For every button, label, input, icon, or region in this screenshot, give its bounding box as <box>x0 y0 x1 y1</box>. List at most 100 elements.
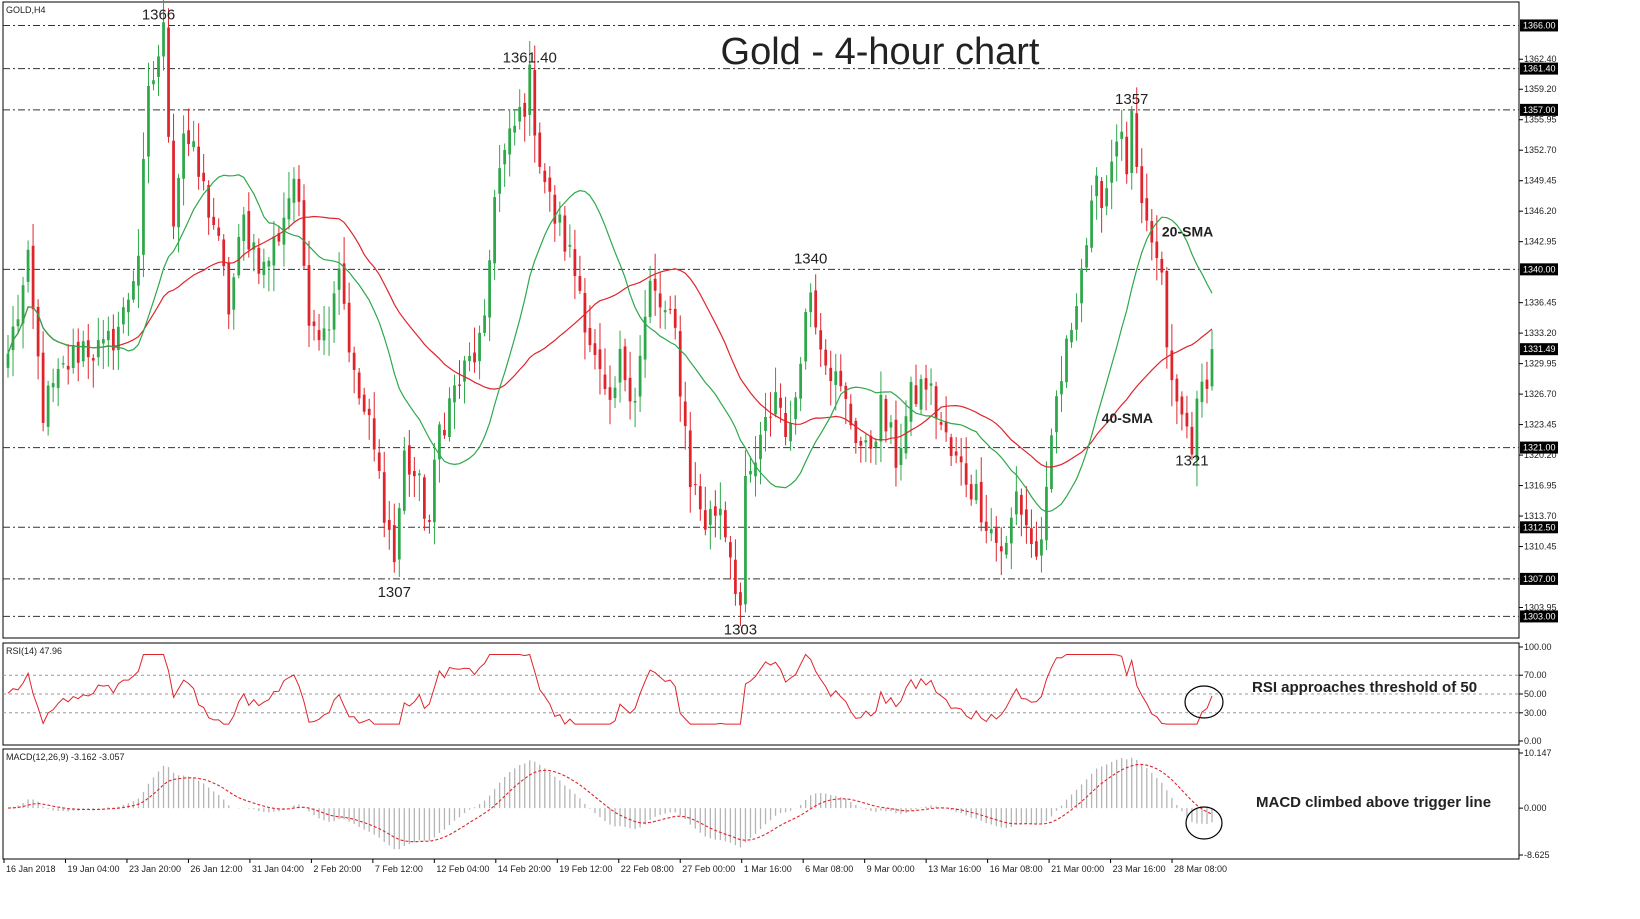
candle <box>407 430 411 497</box>
candle <box>1195 390 1199 487</box>
candle-body <box>503 149 507 165</box>
candle <box>382 451 386 538</box>
candle-body <box>583 293 587 333</box>
candle <box>1130 105 1134 190</box>
price-tick-label: 1362.40 <box>1524 54 1557 64</box>
rsi-tick-label: 50.00 <box>1524 689 1547 699</box>
candle-body <box>51 383 55 388</box>
time-tick-label: 12 Feb 04:00 <box>436 864 489 874</box>
candle <box>1120 109 1124 161</box>
time-tick-label: 7 Feb 12:00 <box>375 864 423 874</box>
candle <box>543 163 547 194</box>
candle <box>593 329 597 370</box>
candle-body <box>713 506 717 516</box>
price-level-tag-box <box>1520 521 1558 534</box>
candle-body <box>21 285 25 324</box>
candle <box>974 469 978 505</box>
candle-body <box>488 260 491 318</box>
candle <box>257 238 261 285</box>
candle <box>287 171 291 230</box>
candle-body <box>197 146 201 177</box>
candle-body <box>638 355 642 397</box>
candle-body <box>362 394 366 412</box>
candle <box>71 328 75 374</box>
candle-body <box>693 484 697 486</box>
candle <box>739 582 742 627</box>
candle <box>939 411 943 431</box>
candle-body <box>944 421 948 433</box>
candle <box>703 486 707 536</box>
candle-body <box>16 319 20 327</box>
candle-body <box>658 293 662 308</box>
candle-body <box>819 330 823 350</box>
candle <box>894 400 898 487</box>
candle-body <box>724 510 727 538</box>
candle-body <box>127 299 130 313</box>
rsi-levels <box>3 674 1519 714</box>
price-tick-label: 1310.45 <box>1524 542 1557 552</box>
candle-body <box>292 178 296 203</box>
candle <box>96 317 100 366</box>
candle <box>1185 395 1189 439</box>
candle-body <box>1050 435 1053 490</box>
candle <box>1075 293 1078 341</box>
candle-body <box>1195 398 1199 460</box>
candle <box>794 391 797 435</box>
candle-body <box>352 352 356 370</box>
candle <box>362 387 366 415</box>
candle <box>377 439 381 479</box>
candle <box>352 346 356 394</box>
candle <box>252 233 256 272</box>
candle <box>959 437 963 486</box>
horizontal-levels <box>3 24 1519 617</box>
candle-body <box>468 355 471 362</box>
price-level-tag-box <box>1520 62 1558 75</box>
candle <box>142 132 145 277</box>
time-tick-label: 2 Feb 20:00 <box>313 864 361 874</box>
candle <box>623 338 627 392</box>
candle-body <box>267 260 271 267</box>
candle <box>1160 251 1164 285</box>
candle <box>568 224 572 258</box>
candle-body <box>809 292 813 313</box>
candle-body <box>387 520 391 530</box>
candle <box>267 256 271 292</box>
candle-body <box>729 542 732 558</box>
candle <box>397 502 401 577</box>
candle-body <box>157 56 160 77</box>
macd-signal-line <box>7 763 1213 843</box>
candle-body <box>132 281 135 300</box>
candle-body <box>1140 166 1144 204</box>
candle-body <box>402 450 406 511</box>
candle-body <box>894 419 898 468</box>
time-tick-label: 22 Feb 08:00 <box>621 864 674 874</box>
macd-label: MACD(12,26,9) -3.162 -3.057 <box>6 752 125 762</box>
candle-body <box>698 486 702 510</box>
candle-body <box>332 293 336 330</box>
candle <box>673 295 677 340</box>
chart-title: Gold - 4-hour chart <box>721 31 1040 73</box>
candle-body <box>111 328 115 351</box>
candle-body <box>417 473 421 476</box>
price-annotation: 1340 <box>794 250 827 267</box>
candle <box>869 430 873 463</box>
candle <box>1055 390 1058 454</box>
price-tick-label: 1359.20 <box>1524 84 1557 94</box>
candle <box>46 380 50 436</box>
candle <box>779 383 782 423</box>
candle-body <box>412 470 416 477</box>
candle-body <box>919 379 923 410</box>
candle-body <box>543 170 547 183</box>
candle-body <box>26 249 30 282</box>
candle-body <box>929 383 933 386</box>
candle-body <box>553 194 557 224</box>
price-level-tag-box <box>1520 19 1558 32</box>
candle-body <box>653 278 657 291</box>
candle <box>1125 121 1129 184</box>
candle-body <box>96 340 100 358</box>
candle-body <box>86 340 90 358</box>
candle-body <box>106 330 110 341</box>
candle <box>367 398 371 440</box>
candle <box>618 330 622 403</box>
candle-body <box>312 321 316 327</box>
